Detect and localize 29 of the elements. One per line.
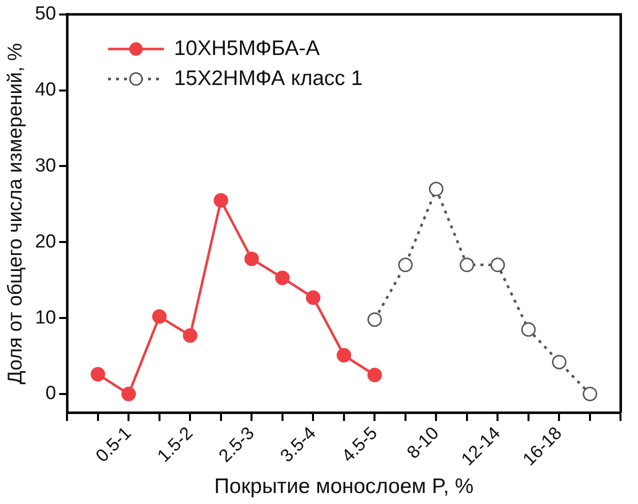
point bbox=[244, 252, 259, 266]
point bbox=[490, 258, 505, 272]
y-tick-label: 30 bbox=[34, 155, 56, 176]
x-tick-label: 8-10 bbox=[402, 422, 443, 462]
point bbox=[214, 193, 228, 208]
point bbox=[275, 270, 290, 286]
point bbox=[121, 386, 136, 402]
point bbox=[336, 348, 352, 363]
legend-label: 10ХН5МФБА-А bbox=[174, 36, 320, 62]
y-tick-label: 20 bbox=[34, 231, 56, 252]
y-tick-label: 0 bbox=[46, 383, 56, 404]
point bbox=[182, 328, 198, 343]
y-axis-title: Доля от общего числа измерений, % bbox=[4, 42, 27, 384]
point bbox=[460, 258, 474, 272]
point bbox=[367, 368, 382, 382]
point bbox=[152, 309, 167, 324]
point bbox=[367, 312, 382, 327]
point bbox=[90, 367, 106, 382]
point bbox=[398, 258, 413, 272]
y-tick-label: 10 bbox=[34, 307, 56, 328]
y-tick-label: 50 bbox=[34, 4, 56, 25]
point bbox=[582, 386, 598, 402]
point bbox=[552, 354, 566, 370]
point bbox=[306, 290, 320, 305]
legend-label: 15Х2НМФА класс 1 bbox=[174, 66, 363, 92]
point bbox=[428, 182, 444, 196]
x-axis-title: Покрытие монослоем P, % bbox=[214, 475, 474, 498]
point bbox=[521, 322, 536, 337]
y-tick-label: 40 bbox=[34, 80, 56, 101]
